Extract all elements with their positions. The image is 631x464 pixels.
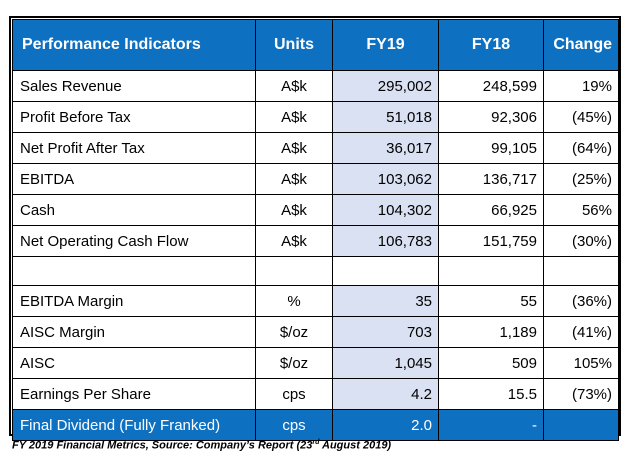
row-fy19: 51,018	[332, 101, 439, 133]
table-row: Net Profit After Tax A$k 36,017 99,105 (…	[12, 132, 619, 164]
row-label: Net Operating Cash Flow	[12, 225, 256, 257]
table-row: AISC Margin $/oz 703 1,189 (41%)	[12, 316, 619, 348]
header-change: Change	[543, 19, 619, 71]
financial-metrics-table: Performance Indicators Units FY19 FY18 C…	[12, 19, 619, 441]
row-label: AISC Margin	[12, 316, 256, 348]
row-fy19: 104,302	[332, 194, 439, 226]
row-label: EBITDA	[12, 163, 256, 195]
table-row: Cash A$k 104,302 66,925 56%	[12, 194, 619, 226]
row-change: (36%)	[543, 285, 619, 317]
caption-text-end: August 2019)	[319, 439, 392, 452]
header-fy19: FY19	[332, 19, 439, 71]
spacer-cell	[12, 256, 256, 286]
row-label: Profit Before Tax	[12, 101, 256, 133]
table-caption: FY 2019 Financial Metrics, Source: Compa…	[12, 439, 391, 452]
header-units: Units	[255, 19, 333, 71]
footer-fy19: 2.0	[332, 409, 439, 441]
spacer-cell	[255, 256, 333, 286]
row-label: Sales Revenue	[12, 70, 256, 102]
row-unit: %	[255, 285, 333, 317]
table-row: Net Operating Cash Flow A$k 106,783 151,…	[12, 225, 619, 257]
row-fy18: 136,717	[438, 163, 544, 195]
table-row: AISC $/oz 1,045 509 105%	[12, 347, 619, 379]
row-fy18: 1,189	[438, 316, 544, 348]
row-change: 105%	[543, 347, 619, 379]
row-unit: A$k	[255, 132, 333, 164]
row-unit: A$k	[255, 194, 333, 226]
row-unit: cps	[255, 378, 333, 410]
row-change: (45%)	[543, 101, 619, 133]
footer-unit: cps	[255, 409, 333, 441]
row-fy19: 703	[332, 316, 439, 348]
row-label: AISC	[12, 347, 256, 379]
caption-text: FY 2019 Financial Metrics, Source: Compa…	[12, 439, 313, 452]
row-unit: A$k	[255, 163, 333, 195]
row-fy19: 36,017	[332, 132, 439, 164]
row-unit: $/oz	[255, 347, 333, 379]
table-row: EBITDA A$k 103,062 136,717 (25%)	[12, 163, 619, 195]
row-change: (30%)	[543, 225, 619, 257]
row-fy19: 35	[332, 285, 439, 317]
row-fy18: 99,105	[438, 132, 544, 164]
header-performance-indicators: Performance Indicators	[12, 19, 256, 71]
row-unit: A$k	[255, 101, 333, 133]
row-fy19: 295,002	[332, 70, 439, 102]
financial-metrics-table-frame: Performance Indicators Units FY19 FY18 C…	[9, 16, 621, 441]
row-fy18: 92,306	[438, 101, 544, 133]
table-row: Earnings Per Share cps 4.2 15.5 (73%)	[12, 378, 619, 410]
table-spacer-row	[12, 256, 619, 286]
row-change: (25%)	[543, 163, 619, 195]
row-change: 19%	[543, 70, 619, 102]
row-label: EBITDA Margin	[12, 285, 256, 317]
table-row: EBITDA Margin % 35 55 (36%)	[12, 285, 619, 317]
row-change: (64%)	[543, 132, 619, 164]
row-fy19: 1,045	[332, 347, 439, 379]
spacer-cell	[543, 256, 619, 286]
row-fy18: 248,599	[438, 70, 544, 102]
row-fy18: 66,925	[438, 194, 544, 226]
row-change: 56%	[543, 194, 619, 226]
row-fy18: 151,759	[438, 225, 544, 257]
caption-superscript: rd	[312, 439, 320, 446]
row-fy18: 55	[438, 285, 544, 317]
row-fy18: 509	[438, 347, 544, 379]
row-fy19: 103,062	[332, 163, 439, 195]
row-change: (73%)	[543, 378, 619, 410]
table-header-row: Performance Indicators Units FY19 FY18 C…	[12, 19, 619, 71]
row-unit: A$k	[255, 70, 333, 102]
row-fy18: 15.5	[438, 378, 544, 410]
table-footer-row: Final Dividend (Fully Franked) cps 2.0 -	[12, 409, 619, 441]
header-fy18: FY18	[438, 19, 544, 71]
row-unit: A$k	[255, 225, 333, 257]
footer-fy18: -	[438, 409, 544, 441]
spacer-cell	[332, 256, 439, 286]
row-label: Cash	[12, 194, 256, 226]
row-unit: $/oz	[255, 316, 333, 348]
row-fy19: 106,783	[332, 225, 439, 257]
table-row: Profit Before Tax A$k 51,018 92,306 (45%…	[12, 101, 619, 133]
footer-label: Final Dividend (Fully Franked)	[12, 409, 256, 441]
spacer-cell	[438, 256, 544, 286]
row-label: Earnings Per Share	[12, 378, 256, 410]
row-fy19: 4.2	[332, 378, 439, 410]
row-change: (41%)	[543, 316, 619, 348]
table-row: Sales Revenue A$k 295,002 248,599 19%	[12, 70, 619, 102]
row-label: Net Profit After Tax	[12, 132, 256, 164]
footer-change	[543, 409, 619, 441]
